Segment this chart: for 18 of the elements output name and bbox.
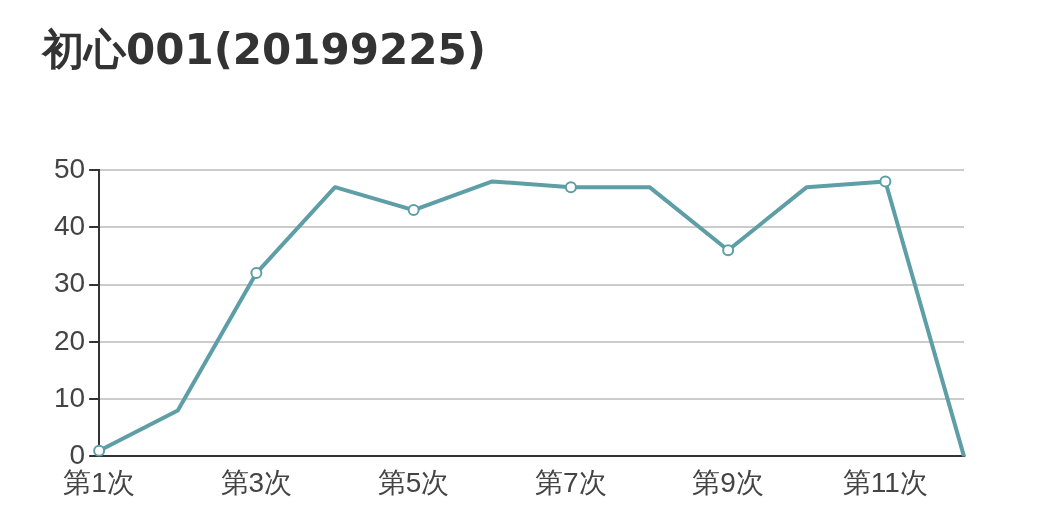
- point: [564, 181, 577, 194]
- point: [93, 444, 106, 457]
- x-tick-label: 第9次: [692, 466, 764, 498]
- point: [407, 204, 420, 217]
- x-tick-label: 第7次: [535, 466, 607, 498]
- x-tick-label: 第5次: [377, 466, 450, 498]
- point: [879, 175, 892, 188]
- y-tick-label: 20: [53, 324, 86, 356]
- point: [722, 244, 735, 257]
- y-tick-label: 10: [53, 381, 86, 413]
- x-tick-label: 第3次: [220, 466, 293, 498]
- point: [250, 267, 263, 280]
- x-tick-label: 第1次: [63, 466, 135, 498]
- y-tick-label: 30: [53, 267, 86, 299]
- y-tick-label: 40: [53, 210, 86, 241]
- chart-title: 初心001(20199225): [42, 24, 486, 76]
- x-tick-label: 第11次: [842, 466, 928, 498]
- y-tick-label: 50: [53, 152, 86, 184]
